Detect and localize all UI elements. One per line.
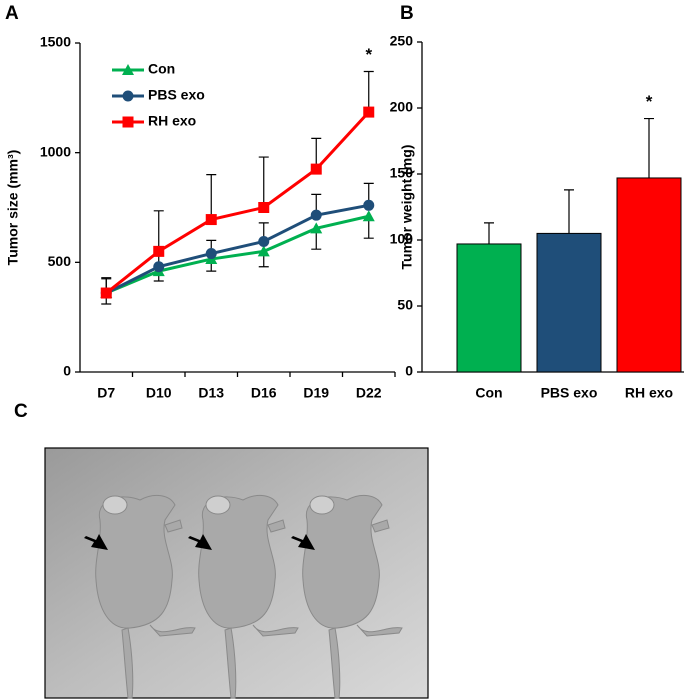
x-tick-label: D19 [303, 385, 329, 401]
marker [122, 116, 134, 128]
line [105, 214, 370, 295]
marker [310, 222, 323, 234]
marker [362, 210, 375, 222]
x-tick-label: D22 [356, 385, 382, 401]
panel-label: B [400, 3, 414, 24]
error-bar [153, 210, 164, 252]
marker [258, 202, 270, 213]
marker [122, 90, 134, 102]
bar [616, 177, 682, 373]
error-bar [564, 189, 574, 234]
y-axis-title: Tumor weight (mg) [399, 145, 415, 270]
x-tick-label: D16 [251, 385, 277, 401]
legend-label: Con [148, 61, 175, 77]
line [105, 203, 370, 295]
panel-label: A [5, 3, 19, 24]
y-tick-label: 250 [390, 33, 414, 49]
error-bar [363, 70, 374, 113]
marker [205, 214, 217, 226]
marker [363, 106, 375, 118]
x-tick-label: Con [475, 385, 502, 401]
y-tick-label: 150 [390, 165, 414, 181]
error-bar [206, 174, 217, 220]
photo [44, 447, 429, 699]
x-tick-label: D7 [97, 385, 115, 401]
legend-label: RH exo [148, 113, 196, 129]
y-tick-label: 0 [63, 363, 71, 379]
x-tick-label: PBS exo [541, 385, 598, 401]
annotation: * [646, 92, 653, 111]
y-tick-label: 1000 [40, 143, 71, 159]
error-bar [484, 222, 494, 244]
error-bar [644, 117, 654, 178]
marker [153, 261, 165, 273]
line [105, 111, 370, 295]
annotation: * [365, 45, 372, 64]
marker [122, 64, 134, 75]
y-tick-label: 100 [390, 231, 414, 247]
x-tick-label: D10 [146, 385, 172, 401]
y-tick-label: 0 [405, 363, 413, 379]
marker [153, 245, 165, 257]
x-tick-label: D13 [198, 385, 224, 401]
panel-label: C [14, 401, 28, 422]
marker [310, 163, 322, 175]
marker [100, 287, 112, 299]
y-tick-label: 200 [390, 99, 414, 115]
legend-label: PBS exo [148, 87, 205, 103]
marker [205, 248, 217, 260]
y-axis-title: Tumor size (mm³) [5, 150, 21, 266]
y-tick-label: 1500 [40, 34, 71, 50]
marker [257, 245, 270, 257]
marker [363, 199, 375, 211]
marker [310, 209, 322, 221]
bar [456, 243, 522, 373]
bar [536, 232, 602, 373]
error-bar [258, 156, 269, 208]
marker [258, 235, 270, 247]
x-tick-label: RH exo [625, 385, 673, 401]
y-tick-label: 500 [48, 253, 72, 269]
y-tick-label: 50 [397, 297, 413, 313]
